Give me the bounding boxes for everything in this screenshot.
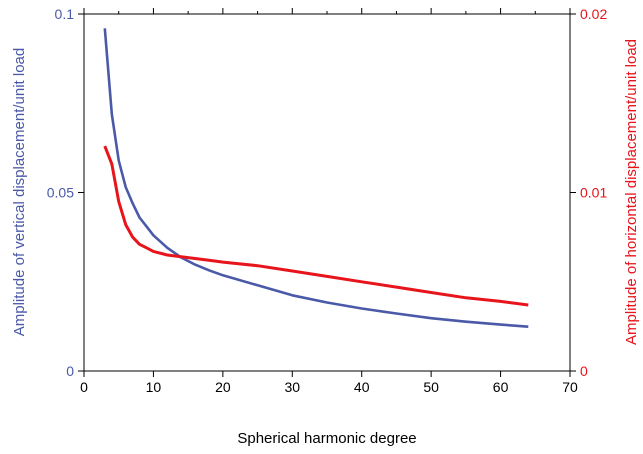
plot-frame (83, 13, 571, 372)
x-tick-label: 0 (80, 379, 88, 395)
right-y-tick-label: 0 (580, 363, 588, 379)
right-y-axis-title: Amplitude of horizontal displacement/uni… (623, 39, 640, 345)
left-y-tick-label: 0.05 (47, 185, 74, 201)
x-tick-label: 10 (146, 379, 162, 395)
left-y-tick-label: 0 (66, 363, 74, 379)
right-y-tick-label: 0.02 (580, 6, 607, 22)
vertical-displacement-line (103, 28, 529, 328)
x-tick-label: 60 (493, 379, 509, 395)
x-tick-label: 30 (284, 379, 300, 395)
left-y-tick-label: 0.1 (55, 6, 75, 22)
x-axis-title: Spherical harmonic degree (237, 430, 416, 447)
right-y-axis-ticks: 0 0.01 0.02 (570, 6, 607, 379)
x-tick-label: 40 (354, 379, 370, 395)
horizontal-displacement-line (103, 145, 529, 307)
right-y-tick-label: 0.01 (580, 185, 607, 201)
x-tick-label: 50 (423, 379, 439, 395)
x-axis-ticks: 0 10 20 30 40 50 60 70 (80, 8, 578, 395)
series-layer (103, 28, 529, 328)
left-y-axis-title: Amplitude of vertical displacement/unit … (11, 48, 28, 337)
left-y-axis-ticks: 0 0.05 0.1 (47, 6, 84, 379)
x-tick-label: 70 (562, 379, 578, 395)
x-tick-label: 20 (215, 379, 231, 395)
